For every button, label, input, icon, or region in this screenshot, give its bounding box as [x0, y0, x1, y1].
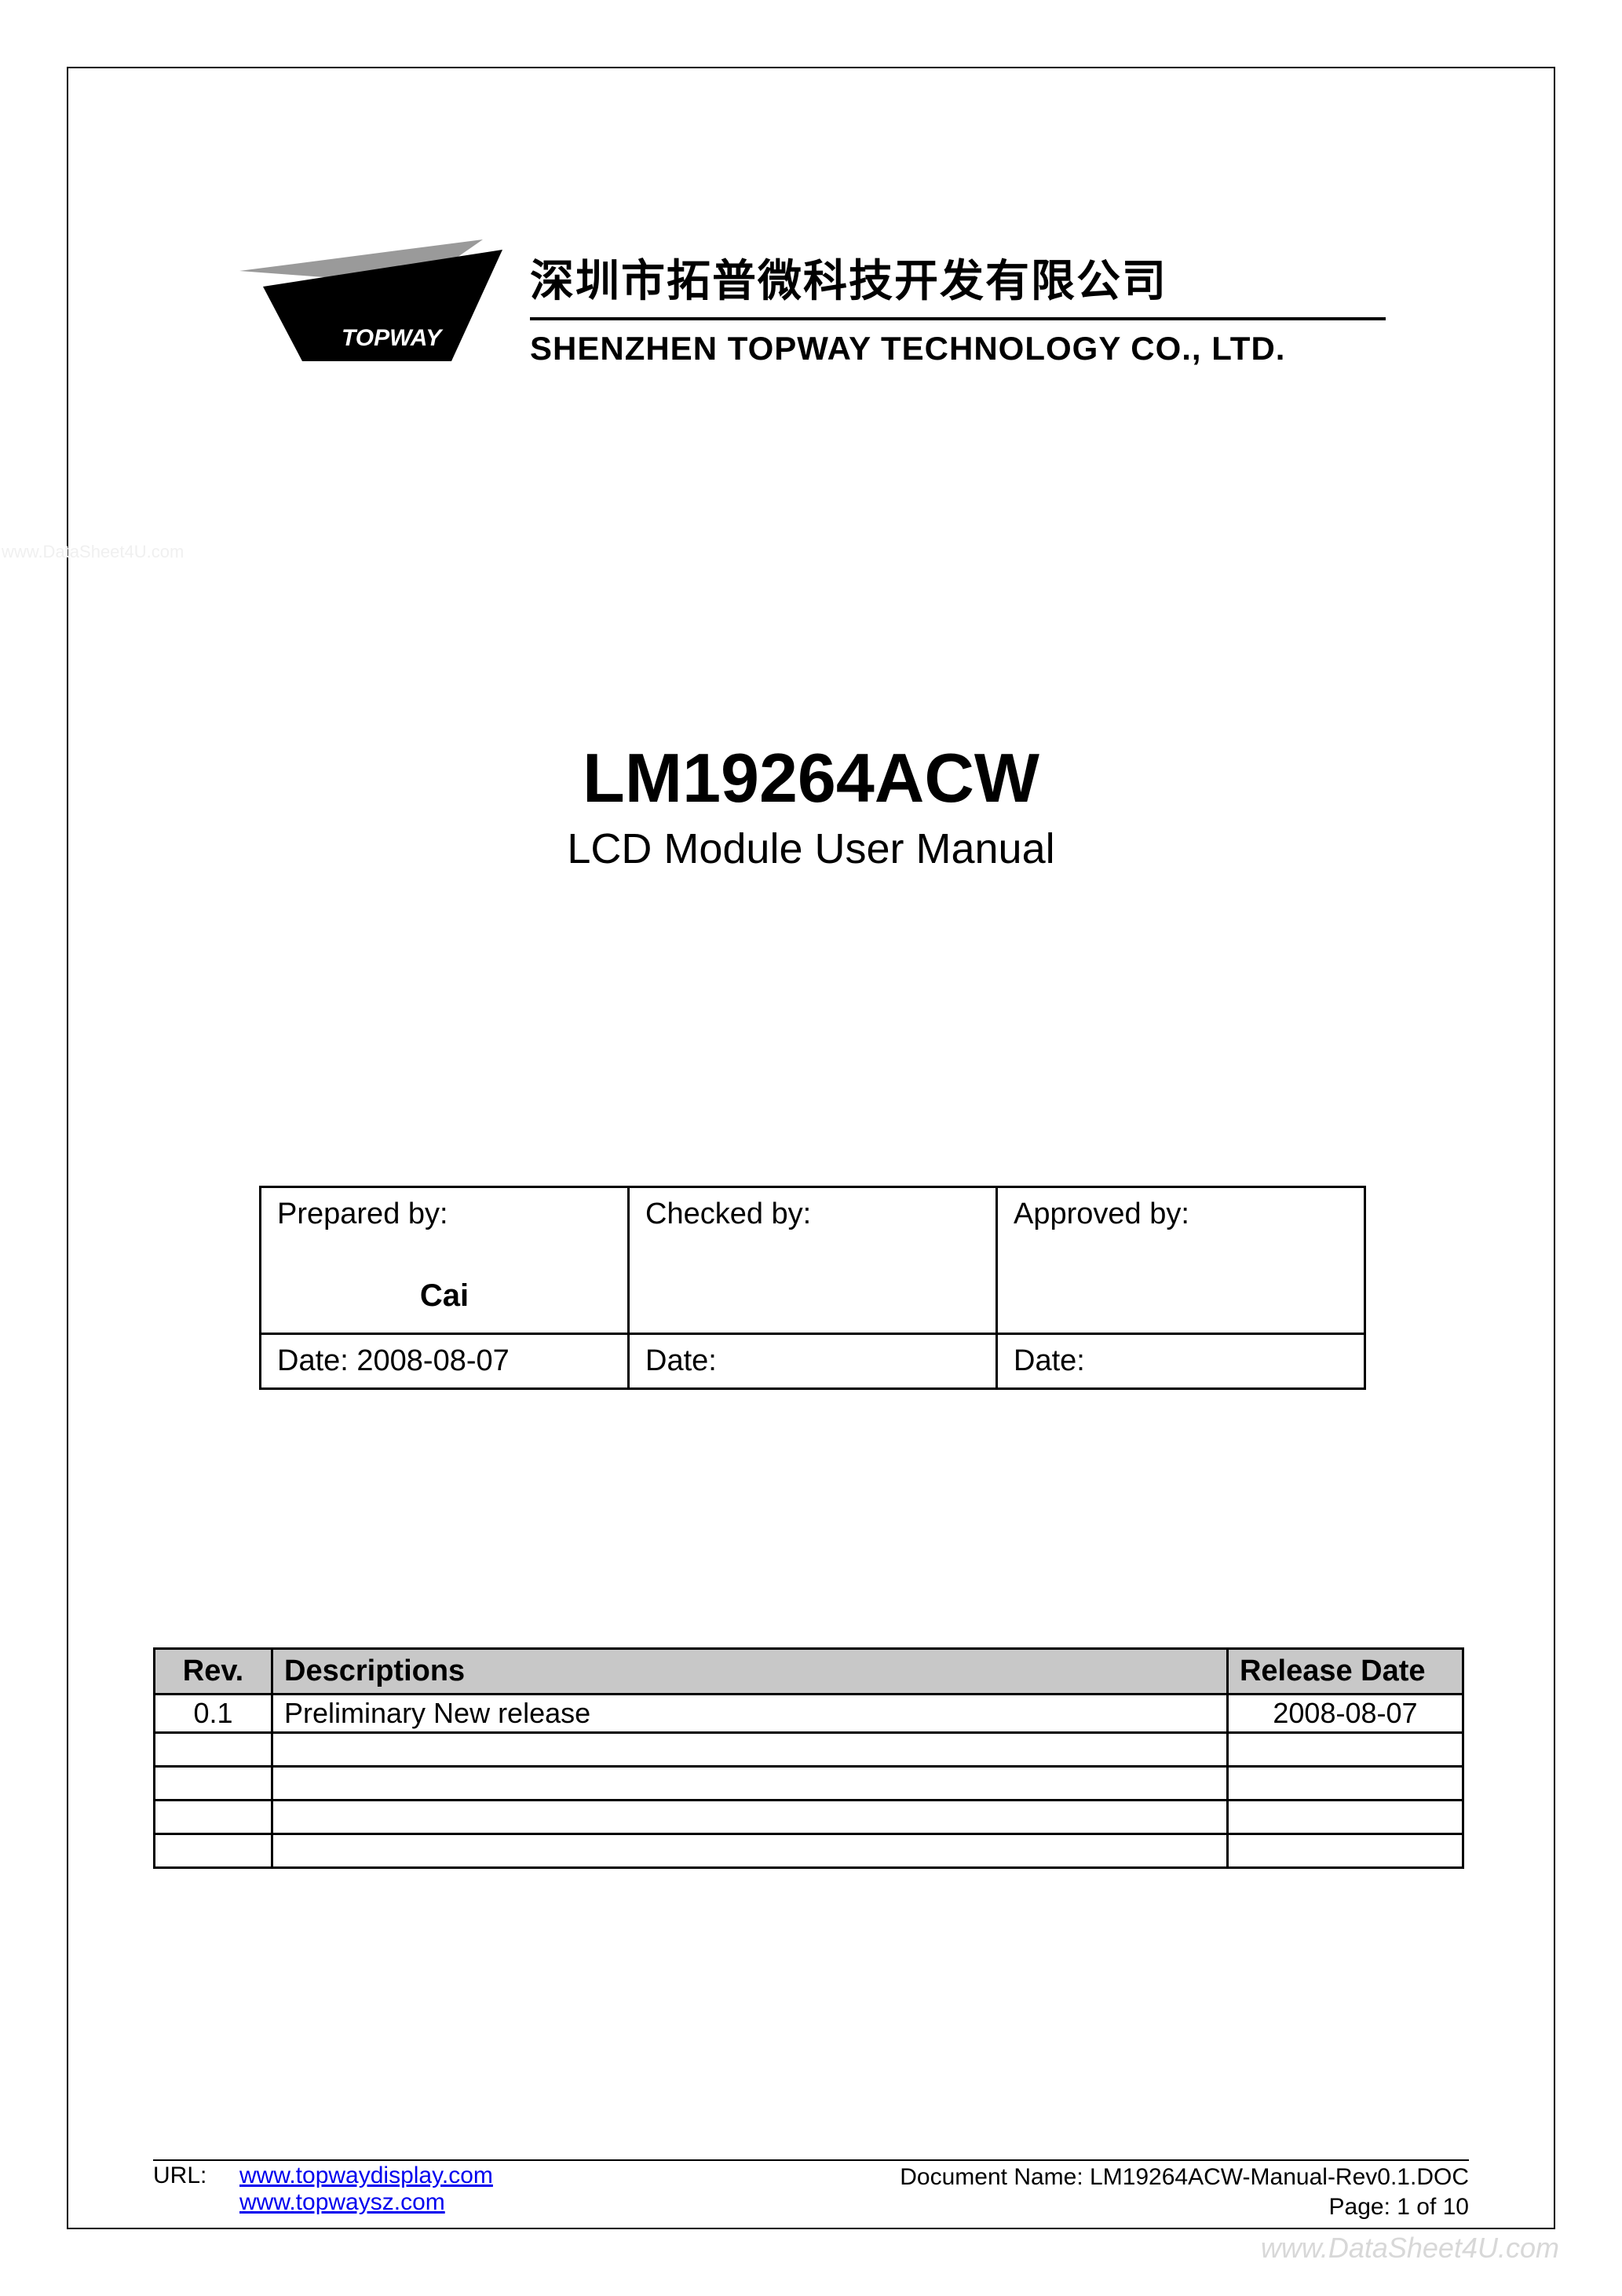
revision-row: [155, 1801, 1463, 1834]
footer-left: URL: www.topwaydisplay.com www.topwaysz.…: [153, 2163, 493, 2221]
revision-header-date: Release Date: [1227, 1649, 1463, 1695]
revision-cell-date: [1227, 1834, 1463, 1868]
footer-link-2[interactable]: www.topwaysz.com: [239, 2189, 493, 2216]
signoff-prepared-name: Cai: [277, 1278, 612, 1314]
document-title: LM19264ACW: [0, 738, 1622, 818]
signoff-checked-date: Date:: [629, 1334, 997, 1389]
revision-cell-rev: 0.1: [155, 1695, 272, 1733]
revision-cell-desc: [272, 1733, 1228, 1767]
document-title-block: LM19264ACW LCD Module User Manual: [0, 738, 1622, 873]
revision-cell-rev: [155, 1733, 272, 1767]
document-subtitle: LCD Module User Manual: [0, 824, 1622, 873]
footer-link-1[interactable]: www.topwaydisplay.com: [239, 2163, 493, 2189]
footer-links: www.topwaydisplay.com www.topwaysz.com: [239, 2163, 493, 2221]
footer-page-number: Page: 1 of 10: [900, 2192, 1469, 2222]
revision-row: [155, 1733, 1463, 1767]
logo-brand-text: TOPWAY: [342, 325, 444, 351]
footer-page-label: Page:: [1329, 2194, 1397, 2220]
revision-cell-rev: [155, 1767, 272, 1801]
signoff-row-labels: Prepared by: Cai Checked by: Approved by…: [261, 1187, 1365, 1334]
revision-table: Rev. Descriptions Release Date 0.1 Preli…: [153, 1647, 1464, 1869]
revision-cell-rev: [155, 1834, 272, 1868]
page-footer: URL: www.topwaydisplay.com www.topwaysz.…: [153, 2163, 1469, 2221]
revision-cell-date: [1227, 1801, 1463, 1834]
footer-right: Document Name: LM19264ACW-Manual-Rev0.1.…: [900, 2163, 1469, 2221]
footer-page-value: 1 of 10: [1397, 2194, 1469, 2220]
signoff-prepared-label: Prepared by:: [277, 1197, 612, 1231]
signoff-approved-date: Date:: [997, 1334, 1365, 1389]
footer-doc-name-value: LM19264ACW-Manual-Rev0.1.DOC: [1090, 2164, 1469, 2190]
revision-cell-desc: [272, 1834, 1228, 1868]
company-name-cn: 深圳市拓普微科技开发有限公司: [530, 246, 1386, 317]
signoff-prepared-date: Date: 2008-08-07: [261, 1334, 629, 1389]
company-logo-block: TOPWAY 深圳市拓普微科技开发有限公司 SHENZHEN TOPWAY TE…: [239, 220, 1386, 393]
footer-divider: [153, 2159, 1469, 2161]
watermark-left: www.DataSheet4U.com: [2, 542, 184, 562]
topway-logo-icon: TOPWAY: [239, 236, 514, 377]
signoff-prepared-cell: Prepared by: Cai: [261, 1187, 629, 1334]
signoff-checked-cell: Checked by:: [629, 1187, 997, 1334]
revision-cell-desc: Preliminary New release: [272, 1695, 1228, 1733]
revision-row: 0.1 Preliminary New release 2008-08-07: [155, 1695, 1463, 1733]
footer-doc-name: Document Name: LM19264ACW-Manual-Rev0.1.…: [900, 2163, 1469, 2192]
revision-cell-desc: [272, 1801, 1228, 1834]
signoff-table: Prepared by: Cai Checked by: Approved by…: [259, 1186, 1366, 1390]
revision-cell-rev: [155, 1801, 272, 1834]
watermark-bottom-right: www.DataSheet4U.com: [1261, 2232, 1559, 2265]
revision-header-rev: Rev.: [155, 1649, 272, 1695]
revision-cell-date: [1227, 1733, 1463, 1767]
revision-header-desc: Descriptions: [272, 1649, 1228, 1695]
footer-doc-name-label: Document Name:: [900, 2164, 1090, 2190]
revision-row: [155, 1767, 1463, 1801]
signoff-approved-label: Approved by:: [1014, 1197, 1348, 1231]
signoff-approved-cell: Approved by:: [997, 1187, 1365, 1334]
revision-cell-date: 2008-08-07: [1227, 1695, 1463, 1733]
footer-url-label: URL:: [153, 2163, 239, 2221]
revision-row: [155, 1834, 1463, 1868]
signoff-checked-label: Checked by:: [645, 1197, 980, 1231]
revision-cell-desc: [272, 1767, 1228, 1801]
revision-header-row: Rev. Descriptions Release Date: [155, 1649, 1463, 1695]
signoff-row-dates: Date: 2008-08-07 Date: Date:: [261, 1334, 1365, 1389]
company-name-block: 深圳市拓普微科技开发有限公司 SHENZHEN TOPWAY TECHNOLOG…: [530, 246, 1386, 367]
company-name-en: SHENZHEN TOPWAY TECHNOLOGY CO., LTD.: [530, 330, 1386, 367]
revision-cell-date: [1227, 1767, 1463, 1801]
page: TOPWAY 深圳市拓普微科技开发有限公司 SHENZHEN TOPWAY TE…: [0, 0, 1622, 2296]
company-name-divider: [530, 317, 1386, 320]
